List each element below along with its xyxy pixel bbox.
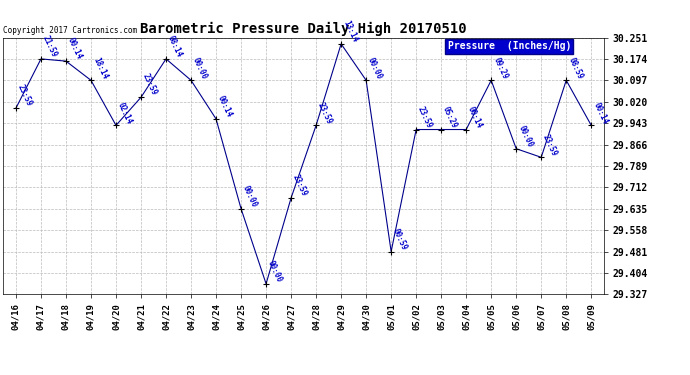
Text: 13:14: 13:14 bbox=[341, 19, 359, 44]
Text: 00:00: 00:00 bbox=[241, 184, 259, 209]
Text: 00:00: 00:00 bbox=[266, 259, 284, 284]
Text: 09:29: 09:29 bbox=[491, 56, 509, 80]
Text: 23:59: 23:59 bbox=[16, 83, 34, 108]
Text: Pressure  (Inches/Hg): Pressure (Inches/Hg) bbox=[448, 41, 571, 51]
Text: 00:00: 00:00 bbox=[516, 124, 534, 149]
Text: 05:29: 05:29 bbox=[441, 105, 459, 129]
Text: 23:59: 23:59 bbox=[541, 132, 559, 158]
Text: 23:59: 23:59 bbox=[316, 100, 334, 125]
Text: 00:00: 00:00 bbox=[366, 56, 384, 80]
Text: 08:59: 08:59 bbox=[566, 56, 584, 80]
Text: 02:14: 02:14 bbox=[116, 100, 134, 125]
Text: 00:14: 00:14 bbox=[216, 94, 234, 119]
Text: 23:59: 23:59 bbox=[291, 173, 309, 198]
Title: Barometric Pressure Daily High 20170510: Barometric Pressure Daily High 20170510 bbox=[140, 22, 467, 36]
Text: 23:59: 23:59 bbox=[141, 72, 159, 97]
Text: 00:59: 00:59 bbox=[391, 227, 409, 252]
Text: 18:14: 18:14 bbox=[91, 56, 109, 80]
Text: 08:14: 08:14 bbox=[166, 34, 184, 59]
Text: Copyright 2017 Cartronics.com: Copyright 2017 Cartronics.com bbox=[3, 26, 137, 35]
Text: 00:00: 00:00 bbox=[191, 56, 209, 80]
Text: 00:14: 00:14 bbox=[66, 36, 84, 61]
Text: 00:14: 00:14 bbox=[591, 100, 609, 125]
Text: 00:14: 00:14 bbox=[466, 105, 484, 129]
Text: 23:59: 23:59 bbox=[416, 105, 434, 129]
Text: 21:59: 21:59 bbox=[41, 34, 59, 59]
